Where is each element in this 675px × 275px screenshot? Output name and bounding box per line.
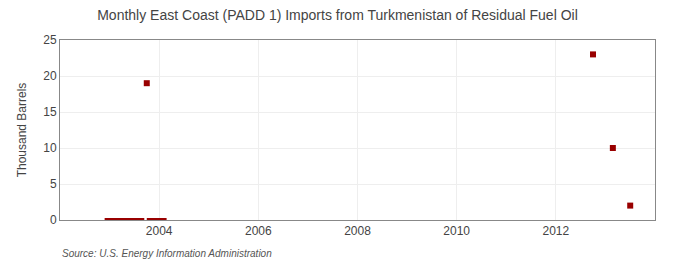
svg-text:2010: 2010 — [443, 224, 470, 238]
svg-text:2012: 2012 — [542, 224, 569, 238]
svg-text:0: 0 — [50, 213, 57, 227]
svg-text:15: 15 — [43, 105, 57, 119]
svg-text:Source: U.S. Energy Informatio: Source: U.S. Energy Information Administ… — [62, 248, 272, 259]
svg-text:20: 20 — [43, 69, 57, 83]
svg-text:5: 5 — [50, 177, 57, 191]
svg-text:10: 10 — [43, 141, 57, 155]
svg-text:Thousand Barrels: Thousand Barrels — [15, 83, 29, 178]
svg-text:2008: 2008 — [344, 224, 371, 238]
svg-text:2004: 2004 — [146, 224, 173, 238]
svg-text:2006: 2006 — [245, 224, 272, 238]
svg-text:Monthly East Coast (PADD 1) Im: Monthly East Coast (PADD 1) Imports from… — [97, 7, 578, 23]
svg-text:25: 25 — [43, 33, 57, 47]
